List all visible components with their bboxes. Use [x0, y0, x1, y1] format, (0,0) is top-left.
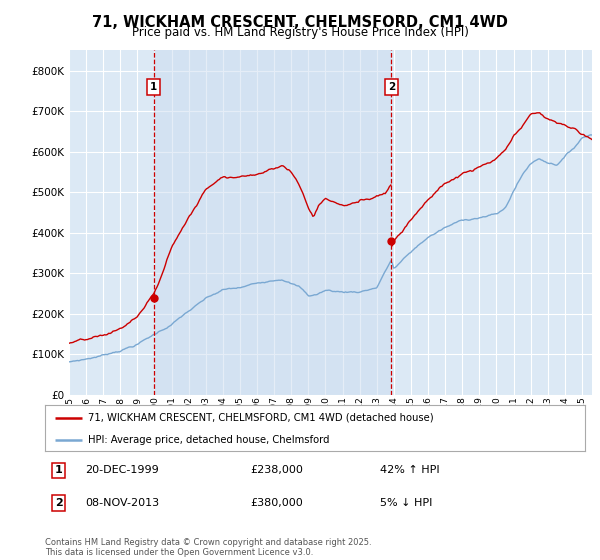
Text: 71, WICKHAM CRESCENT, CHELMSFORD, CM1 4WD: 71, WICKHAM CRESCENT, CHELMSFORD, CM1 4W… — [92, 15, 508, 30]
Text: HPI: Average price, detached house, Chelmsford: HPI: Average price, detached house, Chel… — [88, 435, 330, 445]
Text: 1: 1 — [55, 465, 62, 475]
Text: 2: 2 — [388, 82, 395, 92]
Text: 5% ↓ HPI: 5% ↓ HPI — [380, 498, 432, 508]
Text: 08-NOV-2013: 08-NOV-2013 — [86, 498, 160, 508]
Text: Price paid vs. HM Land Registry's House Price Index (HPI): Price paid vs. HM Land Registry's House … — [131, 26, 469, 39]
Text: 20-DEC-1999: 20-DEC-1999 — [86, 465, 159, 475]
Text: 71, WICKHAM CRESCENT, CHELMSFORD, CM1 4WD (detached house): 71, WICKHAM CRESCENT, CHELMSFORD, CM1 4W… — [88, 413, 434, 423]
Bar — [154, 50, 391, 395]
Text: 1: 1 — [150, 82, 157, 92]
Text: 42% ↑ HPI: 42% ↑ HPI — [380, 465, 439, 475]
Text: £380,000: £380,000 — [250, 498, 303, 508]
Text: £238,000: £238,000 — [250, 465, 303, 475]
Text: Contains HM Land Registry data © Crown copyright and database right 2025.
This d: Contains HM Land Registry data © Crown c… — [45, 538, 371, 557]
Text: 2: 2 — [55, 498, 62, 508]
